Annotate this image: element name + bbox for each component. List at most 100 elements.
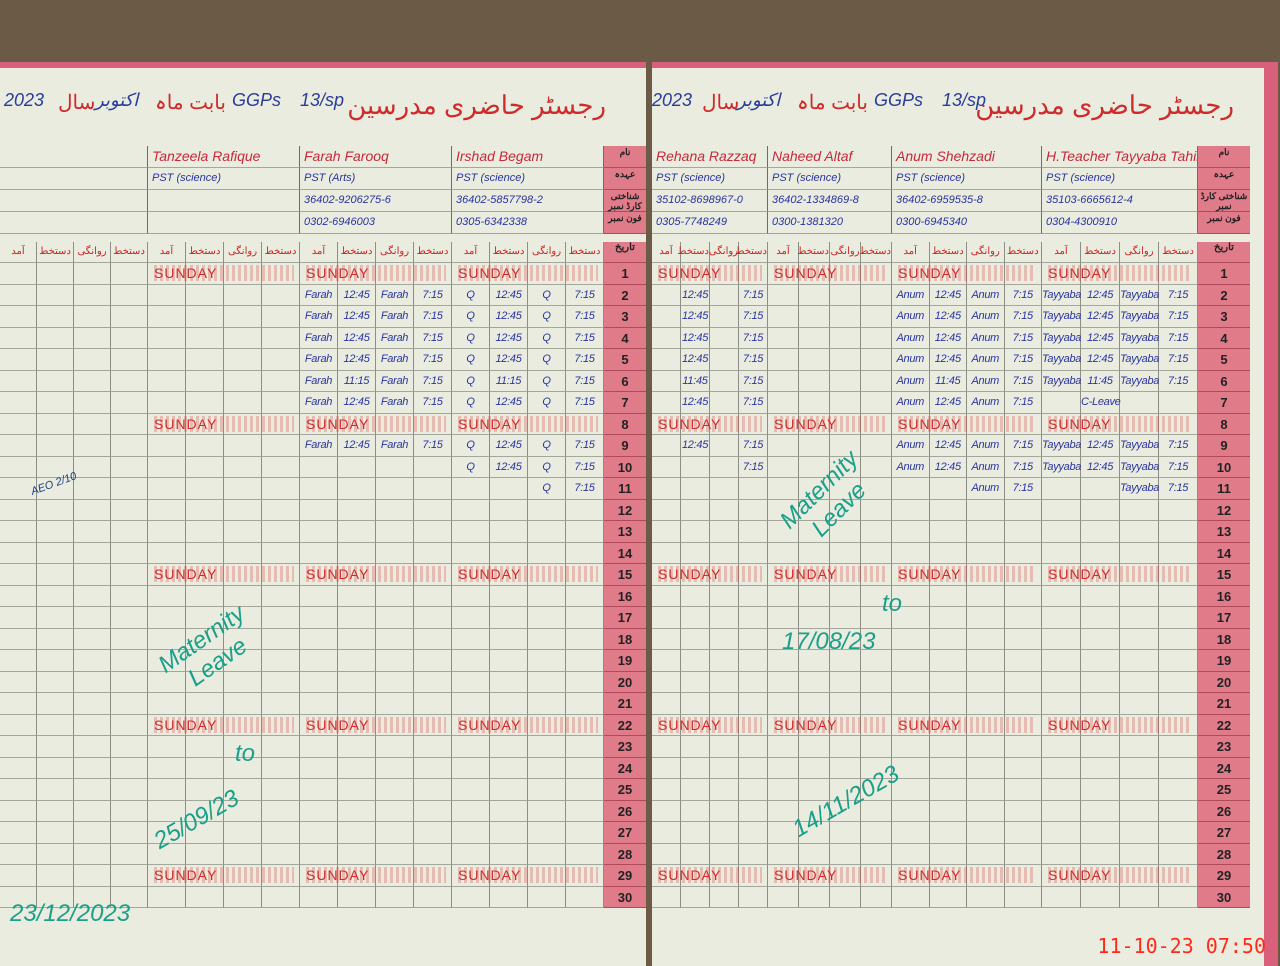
emis: 13/sp [300,90,345,110]
attendance-cell: 7:15 [1159,456,1198,478]
sunday-mark: SUNDAY [154,867,294,883]
attendance-cell: 12:45 [338,392,376,414]
attendance-cell [224,671,262,693]
attendance-cell [37,564,74,586]
attendance-cell [710,607,739,629]
attendance-cell [528,521,566,543]
attendance-cell [338,499,376,521]
attendance-cell: Farah [300,435,338,457]
attendance-cell [1042,886,1081,908]
attendance-cell [490,585,528,607]
attendance-cell [710,628,739,650]
attendance-cell: Farah [376,370,414,392]
teacher-name: Tanzeela Rafique [148,146,300,168]
column-header: دستخط [186,241,224,263]
attendance-cell [0,779,37,801]
sunday-mark: SUNDAY [898,566,1036,582]
day-number: 19 [1198,650,1250,672]
attendance-cell: 12:45 [1081,306,1120,328]
attendance-cell [186,628,224,650]
column-header: روانگی [528,241,566,263]
attendance-cell [1159,585,1198,607]
attendance-cell [1120,736,1159,758]
attendance-cell: Farah [300,327,338,349]
attendance-cell [490,542,528,564]
leave-from-date: 17/08/23 [782,628,876,655]
attendance-cell [1042,499,1081,521]
info-label: فون نمبر [604,212,646,234]
attendance-cell [224,714,262,736]
attendance-cell: 12:45 [681,392,710,414]
attendance-cell [929,843,967,865]
attendance-cell [300,714,338,736]
attendance-cell [892,736,930,758]
attendance-cell [830,671,861,693]
attendance-cell: Q [528,306,566,328]
attendance-cell [710,585,739,607]
attendance-cell [1004,757,1042,779]
attendance-cell: 12:45 [681,306,710,328]
attendance-cell [528,628,566,650]
attendance-cell [861,327,892,349]
attendance-cell: Q [452,456,490,478]
attendance-cell [710,284,739,306]
attendance-cell [967,865,1005,887]
attendance-cell [861,306,892,328]
attendance-cell [566,650,604,672]
attendance-cell: Q [452,327,490,349]
attendance-cell [111,865,148,887]
attendance-cell [0,607,37,629]
attendance-cell [1081,779,1120,801]
attendance-cell [681,779,710,801]
attendance-cell [861,628,892,650]
attendance-cell [799,714,830,736]
attendance-cell: C-Leave [1081,392,1121,414]
attendance-cell [74,370,111,392]
attendance-cell [1081,542,1120,564]
attendance-cell [830,865,861,887]
sunday-mark: SUNDAY [774,716,886,733]
day-number: 18 [1198,628,1250,650]
attendance-cell [0,628,37,650]
attendance-cell [1120,499,1159,521]
attendance-cell [528,757,566,779]
attendance-cell [37,435,74,457]
attendance-cell [224,306,262,328]
attendance-cell [1159,736,1198,758]
attendance-cell [652,671,681,693]
attendance-cell [652,499,681,521]
attendance-cell [830,736,861,758]
attendance-cell [1159,607,1198,629]
attendance-cell [710,800,739,822]
attendance-cell [710,693,739,715]
teacher-cnic: 36402-9206275-6 [300,190,452,212]
attendance-cell [376,779,414,801]
attendance-cell: Tayyaba [1120,306,1159,328]
attendance-cell [74,585,111,607]
attendance-cell [37,607,74,629]
attendance-cell [830,521,861,543]
attendance-cell [929,628,967,650]
teacher-cnic: 35103-6665612-4 [1042,190,1198,212]
attendance-cell [652,607,681,629]
year-label: سال [702,92,740,114]
attendance-cell [300,521,338,543]
day-number: 8 [604,413,646,435]
teacher-cnic: 35102-8698967-0 [652,190,768,212]
attendance-cell: 12:45 [490,327,528,349]
attendance-cell [338,607,376,629]
attendance-cell: Q [452,284,490,306]
attendance-cell [710,564,739,586]
attendance-cell [861,499,892,521]
column-header: دستخط [37,241,74,263]
attendance-cell: Farah [300,284,338,306]
attendance-cell [892,714,930,736]
attendance-cell [414,478,452,500]
teacher-phone: 0300-1381320 [768,212,892,234]
attendance-cell [262,349,300,371]
attendance-cell [1004,607,1042,629]
attendance-cell [148,628,186,650]
attendance-cell [37,779,74,801]
teacher-name: H.Teacher Tayyaba Tahir [1042,146,1198,168]
attendance-cell [768,370,799,392]
